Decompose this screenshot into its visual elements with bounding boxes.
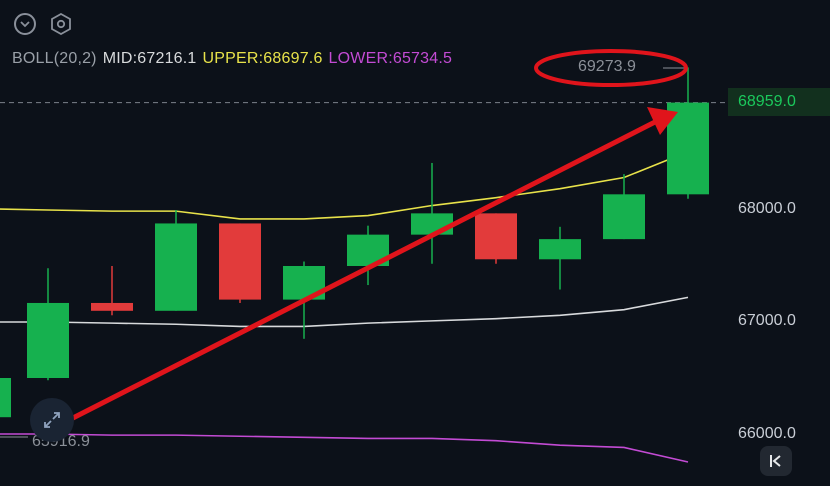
y-tick-label: 66000.0 — [738, 425, 796, 442]
candle-body — [91, 302, 133, 311]
boll-upper-line — [0, 151, 689, 220]
boll-lower: LOWER:65734.5 — [328, 50, 453, 67]
candle-body — [0, 378, 11, 418]
highlight-circle — [534, 49, 688, 87]
candle-body — [667, 102, 709, 195]
boll-mid-line — [0, 296, 689, 328]
candle-body — [603, 194, 645, 240]
y-tick-label: 68000.0 — [738, 200, 796, 217]
double-chevron-left-icon — [770, 455, 781, 467]
y-tick-label: 67000.0 — [738, 312, 796, 329]
boll-mid: MID:67216.1 — [102, 50, 197, 67]
trend-arrow-head — [647, 107, 678, 135]
candle-body — [475, 213, 517, 260]
current-price-tag: 68959.0 — [728, 88, 830, 116]
candle-body — [219, 223, 261, 300]
candle-body — [539, 239, 581, 260]
candle-body — [411, 213, 453, 235]
trend-arrow-line — [64, 119, 658, 424]
boll-upper: UPPER:68697.6 — [202, 50, 323, 67]
expand-arrows-icon[interactable] — [30, 398, 74, 442]
boll-name: BOLL(20,2) — [12, 50, 97, 67]
candle-body — [27, 302, 69, 378]
chevron-down-icon[interactable] — [14, 13, 36, 35]
collapse-panel-button[interactable] — [760, 446, 792, 476]
boll-lower-line — [0, 433, 689, 463]
high-price-label: 69273.9 — [578, 58, 636, 75]
boll-indicator-bar: BOLL(20,2) MID:67216.1 UPPER:68697.6 LOWER:… — [12, 50, 458, 68]
candle-body — [155, 223, 197, 311]
settings-icon[interactable] — [50, 13, 72, 35]
